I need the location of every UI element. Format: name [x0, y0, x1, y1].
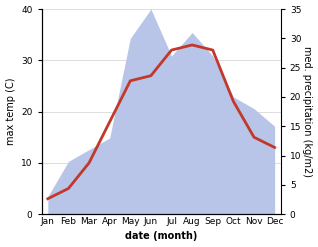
Y-axis label: med. precipitation (kg/m2): med. precipitation (kg/m2) — [302, 46, 313, 177]
Y-axis label: max temp (C): max temp (C) — [5, 78, 16, 145]
X-axis label: date (month): date (month) — [125, 231, 197, 242]
